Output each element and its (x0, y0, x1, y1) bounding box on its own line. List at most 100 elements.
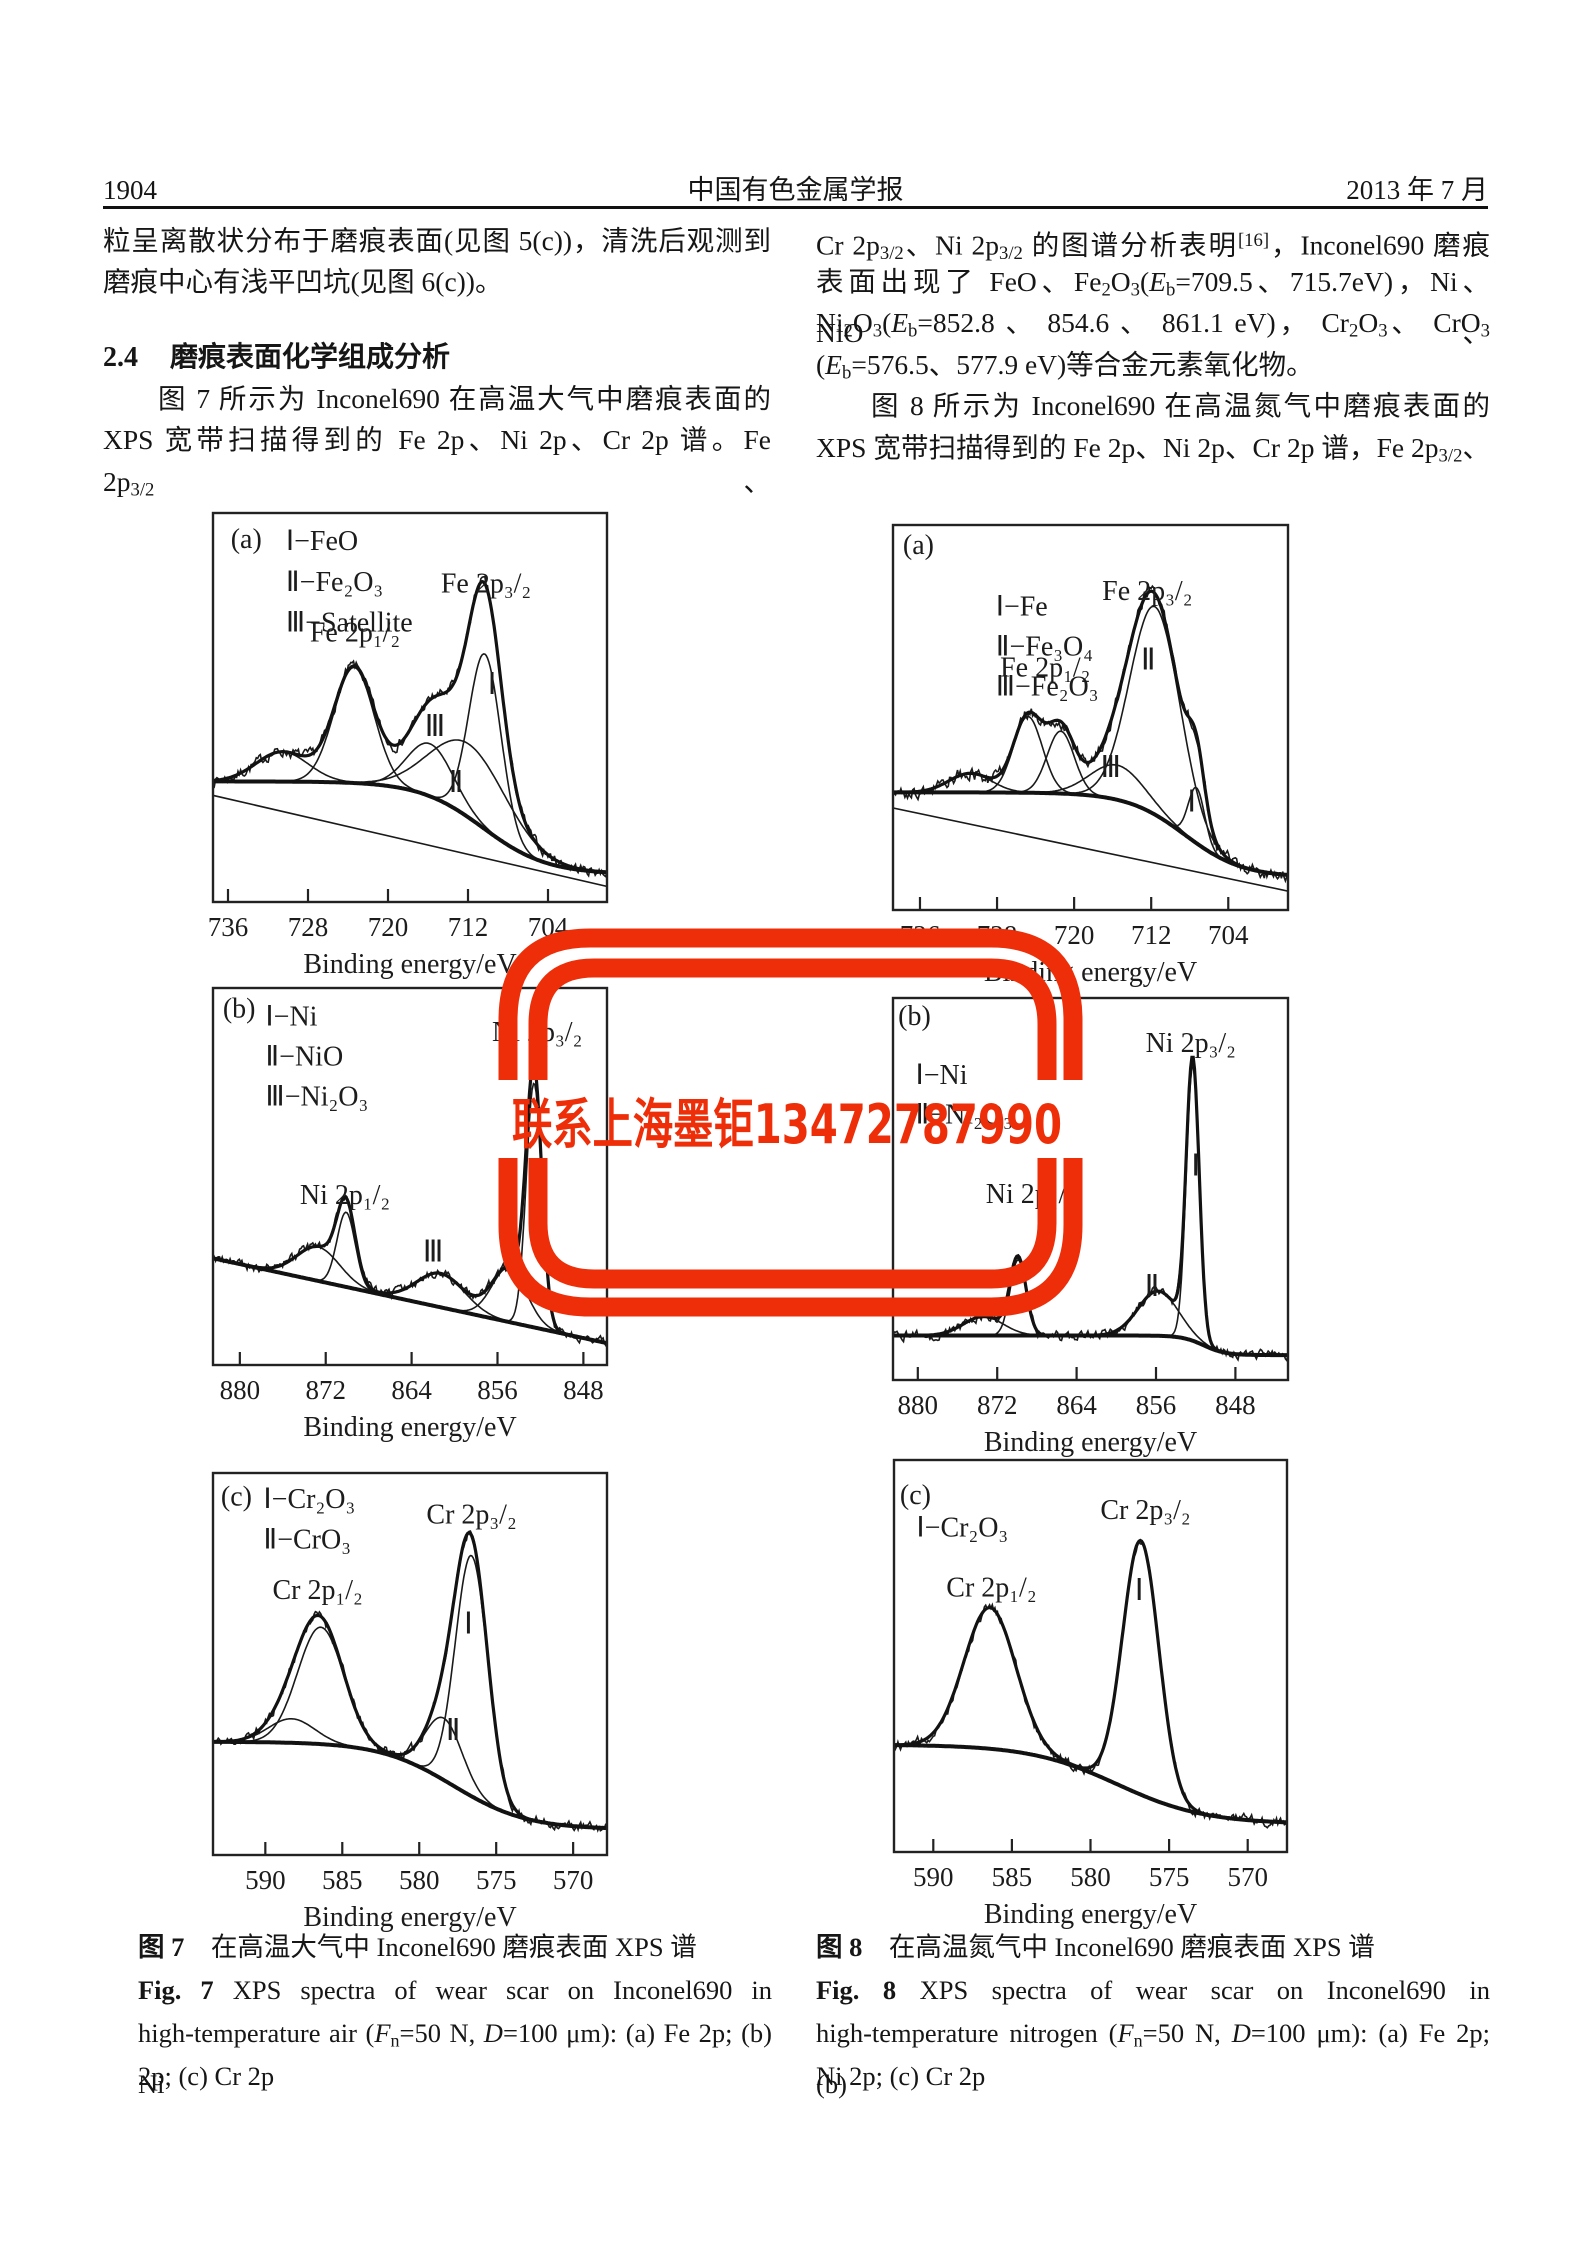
body-line: 表面出现了 FeO、Fe2O3(Eb=709.5、715.7eV)，Ni、NiO… (816, 266, 1490, 348)
section-title: 磨痕表面化学组成分析 (170, 342, 451, 373)
envelope-curve (894, 1055, 1287, 1357)
panel-label: (c) (221, 1481, 252, 1512)
x-tick-label: 570 (1227, 1862, 1268, 1892)
x-tick-label: 575 (476, 1865, 517, 1895)
x-axis-label: Binding energy/eV (984, 957, 1197, 988)
fig7-caption-en: 2p; (c) Cr 2p (138, 2061, 275, 2091)
body-line: 图 7 所示为 Inconel690 在高温大气中磨痕表面的 (158, 383, 771, 414)
body-line: 粒呈离散状分布于磨痕表面(见图 5(c))，清洗后观测到 (103, 225, 771, 256)
fig8-caption-en: Fig. 8 XPS spectra of wear scar on Incon… (816, 1975, 1490, 2005)
component-label: Ⅱ (1141, 643, 1156, 676)
background-curve (214, 779, 606, 875)
x-tick-label: 728 (977, 920, 1018, 950)
measured-curve (894, 584, 1287, 884)
peak-label: Fe 2p₃/₂ (1102, 576, 1192, 607)
component-curve (214, 1718, 606, 1829)
x-tick-label: 712 (1131, 920, 1172, 950)
x-axis-label: Binding energy/eV (303, 1412, 516, 1443)
legend-item: Ⅰ−Fe (996, 591, 1048, 622)
x-axis-label: Binding energy/eV (303, 1902, 516, 1933)
x-tick-label: 580 (399, 1865, 440, 1895)
x-axis-label: Binding energy/eV (984, 1899, 1197, 1930)
body-line: (Eb=576.5、577.9 eV)等合金元素氧化物。 (816, 349, 1314, 384)
legend-item: Ⅱ−Fe₂O₃ (286, 567, 383, 598)
peak-label: Fe 2p₃/₂ (441, 568, 531, 599)
body-line: 图 8 所示为 Inconel690 在高温氮气中磨痕表面的 (871, 390, 1490, 421)
x-tick-label: 864 (1056, 1390, 1097, 1420)
x-tick-label: 585 (322, 1865, 363, 1895)
component-curve (214, 1626, 606, 1829)
page-number: 1904 (103, 175, 157, 205)
peak-label: Fe 2p₁/₂ (1000, 652, 1090, 683)
body-line: Cr 2p3/2、Ni 2p3/2 的图谱分析表明[16]，Inconel690… (816, 229, 1491, 265)
x-tick-label: 728 (288, 912, 329, 942)
legend-item: Ⅱ−CrO₃ (263, 1524, 351, 1555)
component-label: Ⅱ (1145, 1270, 1160, 1303)
envelope-curve (894, 589, 1287, 877)
background-curve (214, 1256, 606, 1345)
section-number: 2.4 (103, 342, 138, 373)
plot-frame (211, 1471, 609, 1857)
x-tick-label: 590 (913, 1862, 954, 1892)
plot-frame (211, 511, 609, 904)
panel-label: (a) (903, 530, 934, 561)
component-curve (894, 1258, 1287, 1356)
component-label: Ⅱ (449, 766, 464, 799)
component-curve (214, 1082, 606, 1344)
x-tick-label: 580 (1070, 1862, 1111, 1892)
header-rule (103, 206, 1488, 209)
legend-item: Ⅰ−Cr₂O₃ (916, 1512, 1008, 1543)
peak-label: Cr 2p₁/₂ (946, 1572, 1036, 1603)
component-label: Ⅲ (425, 710, 446, 743)
peak-label: Fe 2p₁/₂ (310, 617, 400, 648)
page-header: 1904 中国有色金属学报 2013 年 7 月 (103, 174, 1488, 206)
legend-item: Ⅰ−FeO (286, 526, 358, 557)
peak-label: Ni 2p₃/₂ (1146, 1028, 1236, 1059)
fig7-caption-en: high-temperature air (Fn=50 N, D=100 μm)… (138, 2018, 772, 2099)
x-tick-label: 720 (368, 912, 409, 942)
component-label: Ⅱ (501, 1229, 516, 1262)
x-axis-label: Binding energy/eV (984, 1427, 1197, 1458)
x-tick-label: 585 (992, 1862, 1033, 1892)
section-heading: 2.4 磨痕表面化学组成分析 (103, 337, 771, 379)
component-label: Ⅰ (464, 1607, 473, 1640)
envelope-curve (895, 1538, 1286, 1824)
x-tick-label: 590 (245, 1865, 286, 1895)
body-line: XPS 宽带扫描得到的 Fe 2p、Ni 2p、Cr 2p 谱。Fe 2p3/2… (103, 424, 771, 501)
panel-label: (a) (231, 524, 262, 555)
component-curve (214, 653, 606, 874)
component-curve (214, 1716, 606, 1829)
x-tick-label: 856 (1136, 1390, 1177, 1420)
journal-title: 中国有色金属学报 (687, 175, 904, 205)
x-axis-label: Binding energy/eV (303, 949, 516, 980)
fig8-caption-en: Ni 2p; (c) Cr 2p (816, 2061, 986, 2091)
component-label: Ⅲ (1100, 751, 1121, 784)
component-label: Ⅰ (1135, 1574, 1144, 1607)
background-curve (895, 1743, 1286, 1825)
issue-date: 2013 年 7 月 (1346, 175, 1488, 205)
fig7-caption-zh: 图 7 在高温大气中 Inconel690 磨痕表面 XPS 谱 (138, 1932, 697, 1962)
legend-item: Ⅱ−Fe₃O₄ (996, 632, 1093, 663)
x-tick-label: 712 (448, 912, 489, 942)
x-tick-label: 872 (305, 1375, 346, 1405)
legend-item: Ⅲ−Ni₂O₃ (265, 1082, 368, 1113)
peak-label: Cr 2p₁/₂ (273, 1575, 363, 1606)
fig7-caption-en: Fig. 7 XPS spectra of wear scar on Incon… (138, 1975, 772, 2005)
xps-chart-fig7a: 736 728 720 712 704 Binding energy/eV (a) Ⅰ−FeO… (208, 511, 609, 980)
xps-chart-fig8a: 736 728 720 712 704 Binding energy/eV (a) Ⅰ−Fe Ⅱ… (891, 523, 1290, 988)
x-tick-label: 736 (208, 912, 249, 942)
legend-item: Ⅲ−Satellite (286, 608, 413, 639)
x-tick-label: 704 (528, 912, 569, 942)
x-tick-label: 864 (391, 1375, 432, 1405)
peak-label: Cr 2p₃/₂ (426, 1499, 516, 1530)
x-tick-label: 872 (977, 1390, 1018, 1420)
fig8-caption-en: high-temperature nitrogen (Fn=50 N, D=10… (816, 2018, 1490, 2099)
envelope-curve (214, 579, 606, 874)
background-curve (214, 1739, 606, 1831)
x-tick-label: 848 (563, 1375, 604, 1405)
envelope-curve (214, 1530, 606, 1830)
body-line: Ni2O3(Eb=852.8 、 854.6 、 861.1 eV)， Cr2O… (816, 307, 1490, 342)
plot-frame (891, 523, 1290, 912)
